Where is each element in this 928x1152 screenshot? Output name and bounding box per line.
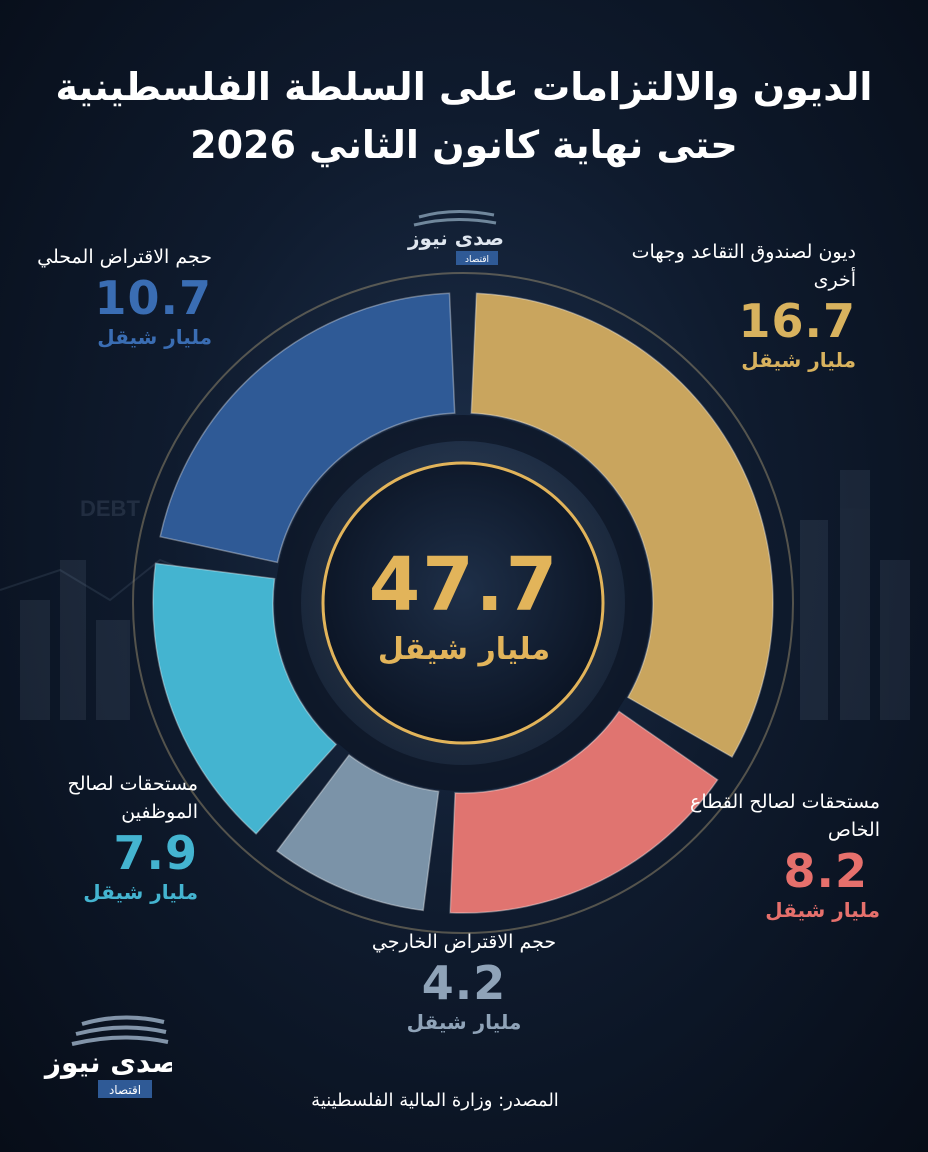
center-disk [321, 461, 605, 745]
slice-label-external-category: حجم الاقتراض الخارجي [371, 931, 557, 953]
brand-logo-small: صدى نيوز اقتصاد [407, 209, 504, 265]
donut-slice-domestic [159, 292, 456, 564]
center-total-unit: مليار شيقل [377, 632, 551, 667]
source-note: المصدر: وزارة المالية الفلسطينية [311, 1090, 559, 1111]
slice-label-private-category: مستحقات لصالح القطاع الخاص [690, 791, 880, 841]
slice-label-external-unit: مليار شيقل [406, 1010, 522, 1034]
title-line-2: حتى نهاية كانون الثاني 2026 [190, 123, 738, 167]
slice-label-domestic-value: 10.7 [94, 271, 212, 325]
slice-label-domestic: حجم الاقتراض المحلي 10.7 مليار شيقل [22, 243, 212, 349]
slice-label-employees-category: مستحقات لصالح الموظفين [67, 773, 198, 823]
slice-label-domestic-unit: مليار شيقل [97, 325, 212, 349]
brand-logo-bottom: صدى نيوز اقتصاد [43, 1015, 172, 1098]
brand-bottom-tag-text: اقتصاد [109, 1083, 141, 1097]
donut-slice-pension [470, 292, 774, 759]
slice-label-private: مستحقات لصالح القطاع الخاص 8.2 مليار شيق… [680, 788, 880, 922]
slice-label-external-value: 4.2 [421, 956, 507, 1010]
slice-label-pension-unit: مليار شيقل [741, 348, 856, 372]
center-total-value: 47.7 [368, 542, 560, 628]
slice-label-pension: ديون لصندوق التقاعد وجهات أخرى 16.7 مليا… [616, 238, 856, 372]
brand-tag-text: اقتصاد [465, 255, 489, 265]
slice-label-pension-value: 16.7 [738, 294, 856, 348]
slice-label-employees-value: 7.9 [113, 826, 198, 880]
brand-name-text: صدى نيوز [407, 226, 504, 250]
slice-label-employees-unit: مليار شيقل [83, 880, 198, 904]
slice-label-external: حجم الاقتراض الخارجي 4.2 مليار شيقل [330, 928, 598, 1034]
outer-ring [132, 272, 794, 934]
donut-slice-external [275, 753, 440, 912]
slice-label-employees: مستحقات لصالح الموظفين 7.9 مليار شيقل [18, 770, 198, 904]
slice-label-private-value: 8.2 [783, 844, 868, 898]
donut-slice-employees [152, 562, 338, 835]
inner-ring [275, 415, 651, 791]
title-line-1: الديون والالتزامات على السلطة الفلسطينية [55, 65, 873, 109]
slice-label-pension-category: ديون لصندوق التقاعد وجهات أخرى [631, 241, 856, 291]
brand-bottom-name-text: صدى نيوز [43, 1046, 172, 1079]
slice-label-domestic-category: حجم الاقتراض المحلي [37, 246, 212, 268]
page-title: الديون والالتزامات على السلطة الفلسطينية… [40, 58, 888, 174]
donut-slices [152, 292, 774, 914]
slice-label-private-unit: مليار شيقل [765, 898, 880, 922]
donut-slice-private-sector [449, 710, 719, 914]
